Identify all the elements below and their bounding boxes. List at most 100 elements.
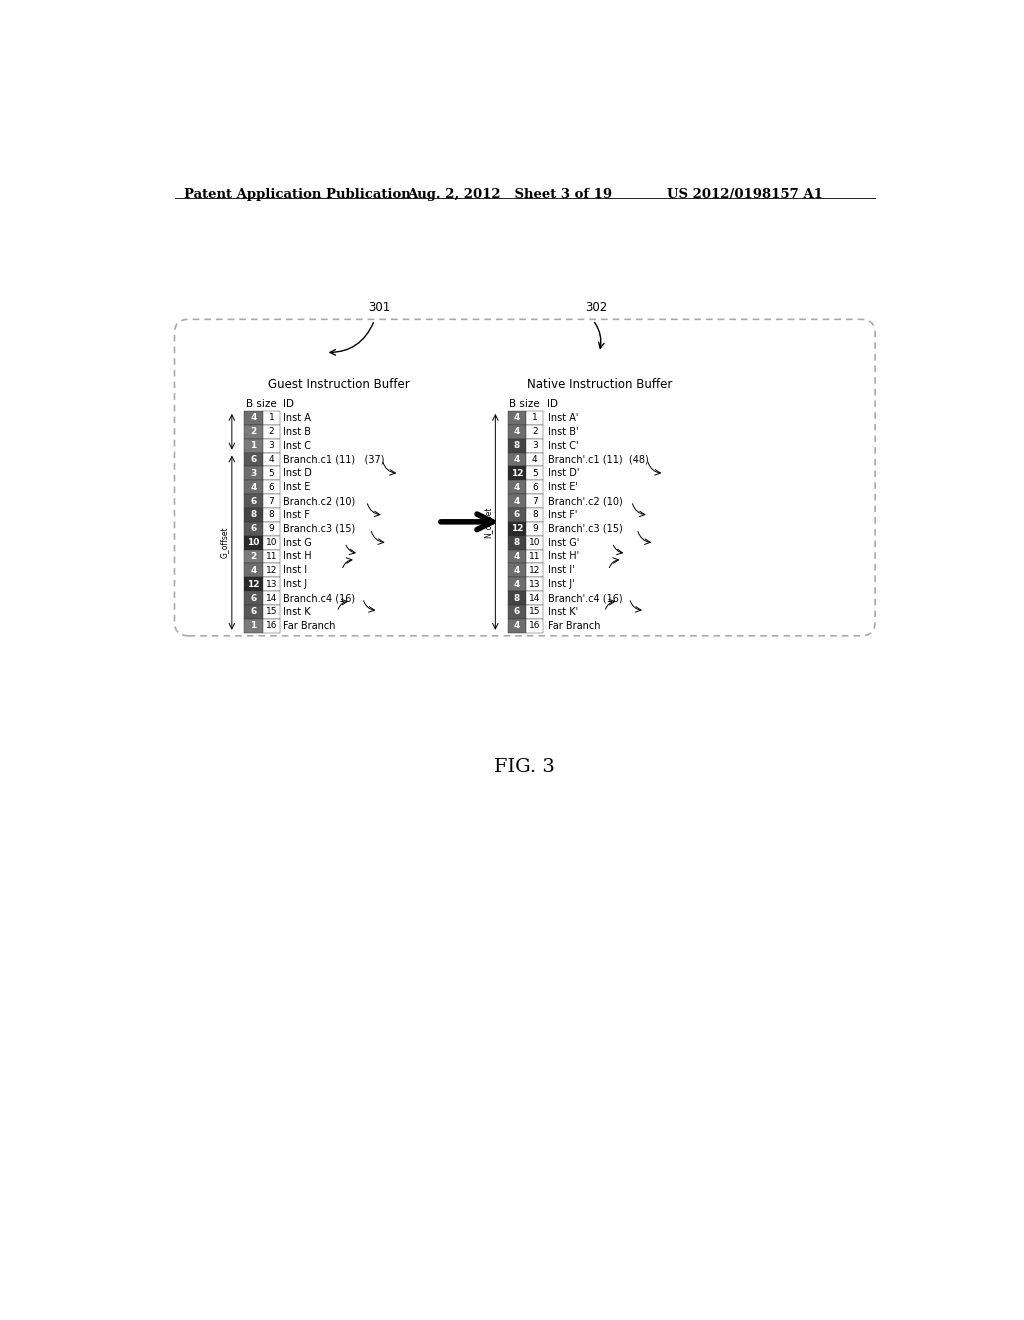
Text: Native Instruction Buffer: Native Instruction Buffer bbox=[527, 378, 673, 391]
Bar bbox=[263, 425, 280, 438]
Bar bbox=[245, 577, 263, 591]
Text: Branch.c2 (10): Branch.c2 (10) bbox=[283, 496, 355, 506]
Bar bbox=[508, 564, 526, 577]
Text: 6: 6 bbox=[251, 496, 257, 506]
Text: 10: 10 bbox=[248, 539, 260, 546]
Bar bbox=[263, 536, 280, 549]
Text: 5: 5 bbox=[268, 469, 274, 478]
Bar bbox=[508, 453, 526, 466]
Text: 301: 301 bbox=[369, 301, 390, 314]
Bar bbox=[245, 453, 263, 466]
Bar bbox=[508, 591, 526, 605]
Text: 6: 6 bbox=[532, 483, 538, 491]
Bar bbox=[508, 549, 526, 564]
Bar bbox=[526, 466, 544, 480]
Text: ID: ID bbox=[547, 400, 557, 409]
Bar bbox=[245, 605, 263, 619]
Text: Branch'.c2 (10): Branch'.c2 (10) bbox=[548, 496, 623, 506]
Text: Inst B: Inst B bbox=[283, 426, 311, 437]
Bar bbox=[245, 438, 263, 453]
Text: 10: 10 bbox=[265, 539, 278, 546]
Bar bbox=[245, 619, 263, 632]
Text: FIG. 3: FIG. 3 bbox=[495, 758, 555, 776]
Text: Inst J: Inst J bbox=[283, 579, 307, 589]
Text: 8: 8 bbox=[514, 441, 520, 450]
Text: Inst K: Inst K bbox=[283, 607, 310, 616]
Text: 12: 12 bbox=[529, 566, 541, 574]
Bar bbox=[245, 591, 263, 605]
Text: 302: 302 bbox=[586, 301, 607, 314]
Text: 6: 6 bbox=[268, 483, 274, 491]
Text: 16: 16 bbox=[529, 622, 541, 630]
Text: Aug. 2, 2012   Sheet 3 of 19: Aug. 2, 2012 Sheet 3 of 19 bbox=[407, 187, 612, 201]
Text: Far Branch: Far Branch bbox=[548, 620, 600, 631]
Bar bbox=[245, 411, 263, 425]
Bar bbox=[263, 411, 280, 425]
Bar bbox=[526, 549, 544, 564]
Text: 4: 4 bbox=[514, 413, 520, 422]
Text: 4: 4 bbox=[514, 455, 520, 463]
Bar bbox=[245, 480, 263, 494]
Bar bbox=[263, 564, 280, 577]
Text: Branch.c1 (11)   (37): Branch.c1 (11) (37) bbox=[283, 454, 384, 465]
Text: 6: 6 bbox=[251, 594, 257, 602]
Text: 8: 8 bbox=[514, 594, 520, 602]
Text: 4: 4 bbox=[514, 622, 520, 630]
Text: Inst C': Inst C' bbox=[548, 441, 579, 450]
Bar bbox=[526, 536, 544, 549]
Bar bbox=[526, 411, 544, 425]
Text: 12: 12 bbox=[248, 579, 260, 589]
Text: Inst K': Inst K' bbox=[548, 607, 579, 616]
Text: 12: 12 bbox=[511, 469, 523, 478]
Text: 4: 4 bbox=[250, 483, 257, 491]
Text: 4: 4 bbox=[268, 455, 274, 463]
Text: 1: 1 bbox=[268, 413, 274, 422]
Text: 9: 9 bbox=[532, 524, 538, 533]
Text: 6: 6 bbox=[251, 524, 257, 533]
Bar bbox=[263, 508, 280, 521]
Text: Branch'.c1 (11)  (48): Branch'.c1 (11) (48) bbox=[548, 454, 649, 465]
Text: ID: ID bbox=[283, 400, 294, 409]
Text: Patent Application Publication: Patent Application Publication bbox=[183, 187, 411, 201]
Text: Inst C: Inst C bbox=[283, 441, 311, 450]
Text: Inst E': Inst E' bbox=[548, 482, 578, 492]
Bar bbox=[263, 619, 280, 632]
Text: 15: 15 bbox=[265, 607, 278, 616]
Bar bbox=[245, 521, 263, 536]
Bar bbox=[263, 438, 280, 453]
FancyBboxPatch shape bbox=[174, 319, 876, 636]
Bar bbox=[508, 521, 526, 536]
Bar bbox=[245, 466, 263, 480]
Bar bbox=[508, 466, 526, 480]
Bar bbox=[526, 438, 544, 453]
Bar bbox=[508, 508, 526, 521]
Text: 7: 7 bbox=[532, 496, 538, 506]
Bar bbox=[508, 577, 526, 591]
Text: 4: 4 bbox=[514, 496, 520, 506]
Bar bbox=[508, 536, 526, 549]
Text: 4: 4 bbox=[514, 566, 520, 574]
Text: Inst J': Inst J' bbox=[548, 579, 574, 589]
Text: Inst I': Inst I' bbox=[548, 565, 574, 576]
Text: 1: 1 bbox=[251, 622, 257, 630]
Text: Inst I: Inst I bbox=[283, 565, 307, 576]
Bar bbox=[263, 453, 280, 466]
Bar bbox=[526, 480, 544, 494]
Text: Inst F: Inst F bbox=[283, 510, 310, 520]
Text: B size: B size bbox=[509, 400, 540, 409]
Text: 15: 15 bbox=[529, 607, 541, 616]
Text: 4: 4 bbox=[532, 455, 538, 463]
Text: Inst G': Inst G' bbox=[548, 537, 580, 548]
Bar bbox=[263, 466, 280, 480]
Text: 3: 3 bbox=[532, 441, 538, 450]
Bar bbox=[508, 480, 526, 494]
Bar bbox=[526, 605, 544, 619]
Text: Inst E: Inst E bbox=[283, 482, 310, 492]
Text: 6: 6 bbox=[251, 455, 257, 463]
Bar bbox=[526, 494, 544, 508]
Bar bbox=[526, 564, 544, 577]
Text: N_offset: N_offset bbox=[483, 506, 493, 537]
Text: 4: 4 bbox=[514, 483, 520, 491]
Bar bbox=[508, 411, 526, 425]
Bar bbox=[263, 591, 280, 605]
